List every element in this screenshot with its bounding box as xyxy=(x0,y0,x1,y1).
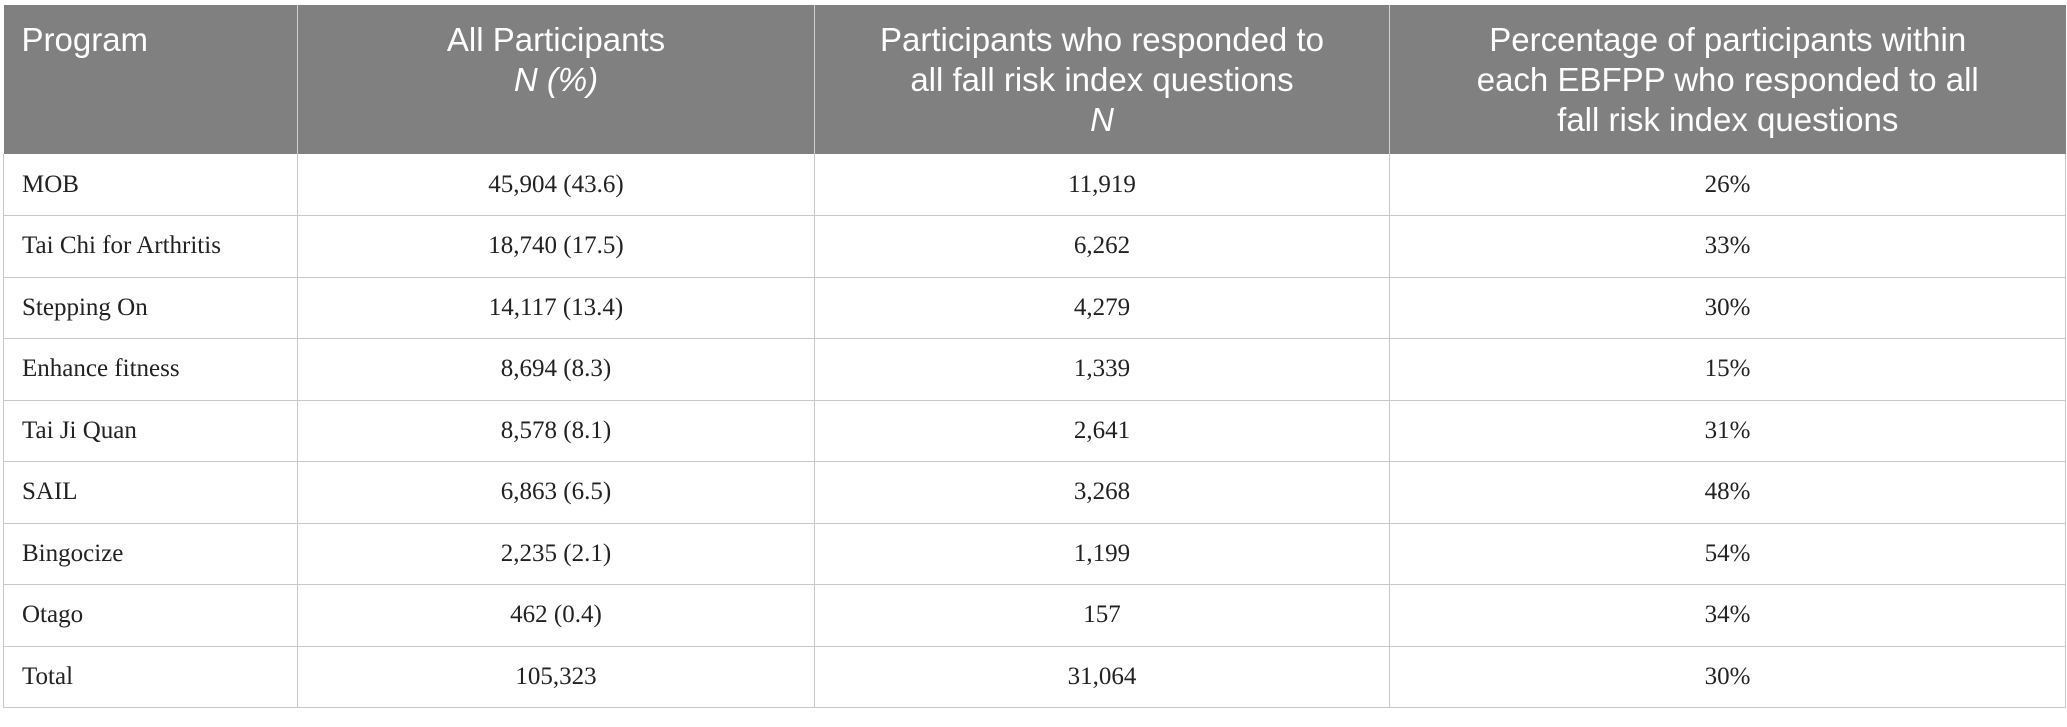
header-responded: Participants who responded to all fall r… xyxy=(814,5,1390,154)
table-row: Enhance fitness 8,694 (8.3) 1,339 15% xyxy=(3,338,2066,401)
table-body: MOB 45,904 (43.6) 11,919 26% Tai Chi for… xyxy=(3,154,2066,708)
cell-all-participants: 6,863 (6.5) xyxy=(297,461,815,524)
cell-responded: 2,641 xyxy=(814,400,1390,462)
table-row: Tai Ji Quan 8,578 (8.1) 2,641 31% xyxy=(3,400,2066,462)
cell-program: SAIL xyxy=(3,461,298,524)
table-row: MOB 45,904 (43.6) 11,919 26% xyxy=(3,154,2066,216)
cell-percentage: 30% xyxy=(1389,646,2066,708)
cell-all-participants: 18,740 (17.5) xyxy=(297,215,815,278)
table-row: Tai Chi for Arthritis 18,740 (17.5) 6,26… xyxy=(3,215,2066,278)
header-program: Program xyxy=(3,5,298,154)
cell-responded: 3,268 xyxy=(814,461,1390,524)
cell-program: Bingocize xyxy=(3,523,298,585)
cell-responded: 4,279 xyxy=(814,277,1390,339)
header-responded-line2: all fall risk index questions xyxy=(910,61,1294,98)
header-all-participants: All Participants N (%) xyxy=(297,5,815,154)
participants-table: Program All Participants N (%) Participa… xyxy=(3,5,2066,708)
cell-responded: 11,919 xyxy=(814,154,1390,216)
table-row-total: Total 105,323 31,064 30% xyxy=(3,646,2066,708)
cell-program: Tai Chi for Arthritis xyxy=(3,215,298,278)
cell-all-participants: 462 (0.4) xyxy=(297,584,815,647)
header-row: Program All Participants N (%) Participa… xyxy=(3,5,2066,154)
cell-all-participants: 105,323 xyxy=(297,646,815,708)
cell-all-participants: 14,117 (13.4) xyxy=(297,277,815,339)
cell-percentage: 15% xyxy=(1389,338,2066,401)
cell-program: Enhance fitness xyxy=(3,338,298,401)
header-responded-line1: Participants who responded to xyxy=(880,21,1324,58)
cell-program: Otago xyxy=(3,584,298,647)
cell-responded: 6,262 xyxy=(814,215,1390,278)
cell-percentage: 34% xyxy=(1389,584,2066,647)
cell-all-participants: 2,235 (2.1) xyxy=(297,523,815,585)
cell-all-participants: 45,904 (43.6) xyxy=(297,154,815,216)
header-percentage-line3: fall risk index questions xyxy=(1557,101,1899,138)
cell-percentage: 54% xyxy=(1389,523,2066,585)
cell-responded: 157 xyxy=(814,584,1390,647)
cell-program: Tai Ji Quan xyxy=(3,400,298,462)
header-program-label: Program xyxy=(21,21,149,58)
cell-all-participants: 8,694 (8.3) xyxy=(297,338,815,401)
header-percentage-line1: Percentage of participants within xyxy=(1489,21,1967,58)
cell-all-participants: 8,578 (8.1) xyxy=(297,400,815,462)
cell-program: Total xyxy=(3,646,298,708)
header-percentage: Percentage of participants within each E… xyxy=(1389,5,2066,154)
cell-percentage: 48% xyxy=(1389,461,2066,524)
table-row: Bingocize 2,235 (2.1) 1,199 54% xyxy=(3,523,2066,585)
cell-responded: 1,199 xyxy=(814,523,1390,585)
cell-program: Stepping On xyxy=(3,277,298,339)
cell-responded: 31,064 xyxy=(814,646,1390,708)
table-header: Program All Participants N (%) Participa… xyxy=(3,5,2066,154)
cell-percentage: 31% xyxy=(1389,400,2066,462)
table-row: Stepping On 14,117 (13.4) 4,279 30% xyxy=(3,277,2066,339)
header-responded-unit: N xyxy=(1090,101,1114,138)
header-all-participants-label: All Participants xyxy=(446,21,666,58)
cell-program: MOB xyxy=(3,154,298,216)
header-all-participants-unit: N (%) xyxy=(513,61,599,98)
cell-responded: 1,339 xyxy=(814,338,1390,401)
cell-percentage: 30% xyxy=(1389,277,2066,339)
table-row: Otago 462 (0.4) 157 34% xyxy=(3,584,2066,647)
table-row: SAIL 6,863 (6.5) 3,268 48% xyxy=(3,461,2066,524)
header-percentage-line2: each EBFPP who responded to all xyxy=(1476,61,1979,98)
cell-percentage: 33% xyxy=(1389,215,2066,278)
cell-percentage: 26% xyxy=(1389,154,2066,216)
